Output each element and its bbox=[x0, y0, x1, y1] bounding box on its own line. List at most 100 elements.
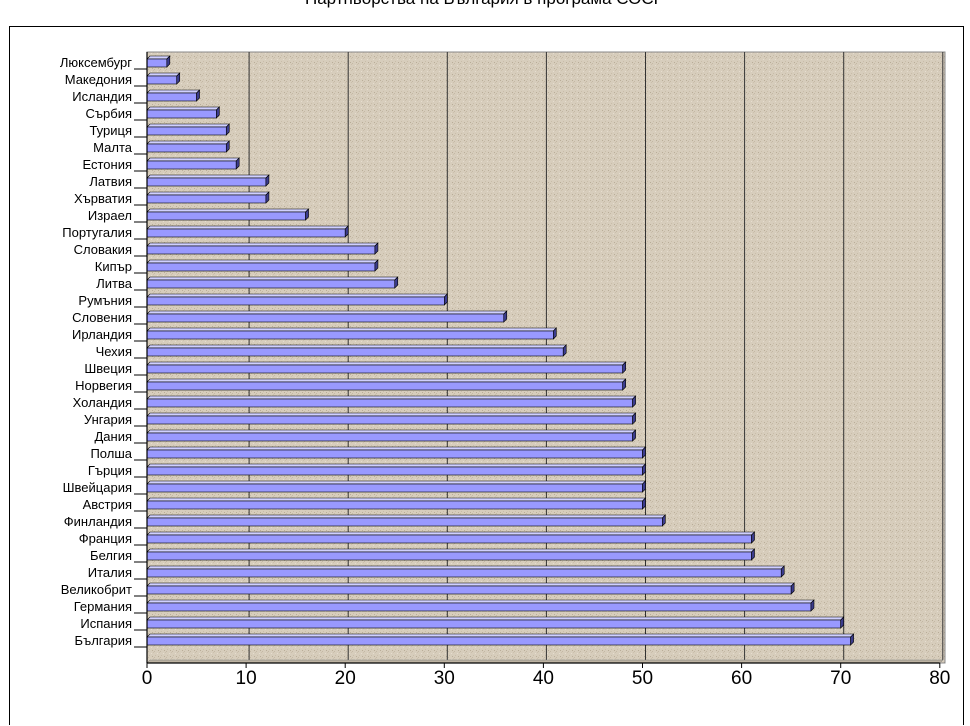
category-labels: Люксембург Македония Исландия Сърбия Туриця М… bbox=[60, 55, 133, 648]
bar-face bbox=[146, 58, 168, 68]
bar-top bbox=[146, 565, 785, 570]
bar bbox=[146, 123, 231, 136]
bar bbox=[146, 72, 181, 85]
category-label: Сърбия bbox=[86, 106, 133, 121]
bar-side bbox=[850, 633, 854, 646]
bar-face bbox=[146, 398, 633, 408]
category-label: Норвегия bbox=[75, 378, 132, 393]
bar-side bbox=[196, 89, 200, 102]
bar-face bbox=[146, 296, 445, 306]
bar-side bbox=[166, 55, 171, 68]
bar-side bbox=[790, 582, 795, 595]
bar-top bbox=[146, 378, 627, 383]
bar bbox=[146, 446, 647, 459]
bar bbox=[146, 548, 756, 561]
bar-face bbox=[146, 75, 178, 85]
category-label: Хърватия bbox=[74, 191, 132, 206]
bar-face bbox=[146, 636, 851, 646]
bar-side bbox=[503, 310, 508, 323]
bar-top bbox=[146, 191, 270, 196]
bar-top bbox=[146, 446, 647, 451]
bar-side bbox=[176, 72, 181, 85]
bar-face bbox=[146, 109, 217, 119]
bar-face bbox=[146, 619, 842, 629]
bar-top bbox=[146, 395, 637, 400]
x-tick-label: 50 bbox=[632, 668, 653, 689]
bar bbox=[146, 225, 349, 238]
bar-top bbox=[146, 72, 181, 77]
category-label: Исландия bbox=[72, 89, 132, 104]
bar-side bbox=[562, 344, 567, 357]
bar-face bbox=[146, 143, 227, 153]
bar-face bbox=[146, 330, 554, 340]
bar-top bbox=[146, 429, 637, 434]
bar bbox=[146, 327, 558, 340]
bar bbox=[146, 106, 221, 119]
bar-top bbox=[146, 497, 647, 502]
axes bbox=[134, 52, 941, 668]
bar-top bbox=[146, 310, 508, 315]
bar bbox=[146, 174, 270, 187]
bar bbox=[146, 412, 637, 425]
bar-side bbox=[622, 361, 626, 374]
bar-side bbox=[265, 191, 270, 204]
bar bbox=[146, 140, 231, 153]
x-tick-label: 10 bbox=[236, 668, 257, 689]
bar-face bbox=[146, 551, 752, 561]
bars bbox=[146, 55, 855, 646]
category-label: Франция bbox=[79, 531, 132, 546]
category-label: Италия bbox=[88, 565, 132, 580]
category-label: Португалия bbox=[62, 225, 132, 240]
category-label: Чехия bbox=[96, 344, 132, 359]
chart-frame: Люксембург Македония Исландия Сърбия Туриця М… bbox=[9, 26, 964, 725]
bar-side bbox=[265, 174, 270, 187]
bar-top bbox=[146, 174, 270, 179]
category-label: Словения bbox=[72, 310, 132, 325]
bar-top bbox=[146, 344, 567, 349]
bar-side bbox=[443, 293, 448, 306]
x-tick-label: 40 bbox=[533, 668, 554, 689]
bar-top bbox=[146, 55, 171, 60]
bar-top bbox=[146, 582, 795, 587]
bar bbox=[146, 531, 756, 544]
bar bbox=[146, 259, 379, 272]
bar-top bbox=[146, 242, 379, 247]
bar bbox=[146, 378, 627, 391]
bar-top bbox=[146, 514, 667, 519]
bar-top bbox=[146, 293, 449, 298]
bar bbox=[146, 633, 855, 646]
bar-top bbox=[146, 531, 756, 536]
bar-top bbox=[146, 412, 637, 417]
bar-top bbox=[146, 157, 240, 162]
bar-side bbox=[374, 259, 379, 272]
category-label: Македония bbox=[65, 72, 132, 87]
bar-face bbox=[146, 432, 633, 442]
bar bbox=[146, 480, 647, 493]
bar-top bbox=[146, 327, 558, 332]
bar-side bbox=[751, 548, 755, 561]
bar-side bbox=[305, 208, 309, 221]
bar-face bbox=[146, 415, 633, 425]
category-label: Швейцария bbox=[63, 480, 132, 495]
bar-face bbox=[146, 160, 237, 170]
bar-face bbox=[146, 245, 376, 255]
bar bbox=[146, 242, 379, 255]
x-tick-label: 60 bbox=[731, 668, 752, 689]
bar bbox=[146, 463, 647, 476]
category-label: Ирландия bbox=[72, 327, 132, 342]
bar-top bbox=[146, 89, 201, 94]
bar-face bbox=[146, 92, 197, 102]
category-label: Литва bbox=[96, 276, 133, 291]
bar bbox=[146, 276, 399, 289]
bar-face bbox=[146, 602, 812, 612]
bar-side bbox=[622, 378, 626, 391]
bar-top bbox=[146, 106, 221, 111]
bar-side bbox=[225, 123, 230, 136]
bar-face bbox=[146, 500, 643, 510]
x-tick-labels: 0 10 20 30 40 50 60 70 80 bbox=[142, 668, 951, 689]
bar-side bbox=[751, 531, 755, 544]
category-label: Румъния bbox=[78, 293, 132, 308]
category-label: Словакия bbox=[74, 242, 132, 257]
bar bbox=[146, 616, 845, 629]
category-label: Кипър bbox=[95, 259, 132, 274]
